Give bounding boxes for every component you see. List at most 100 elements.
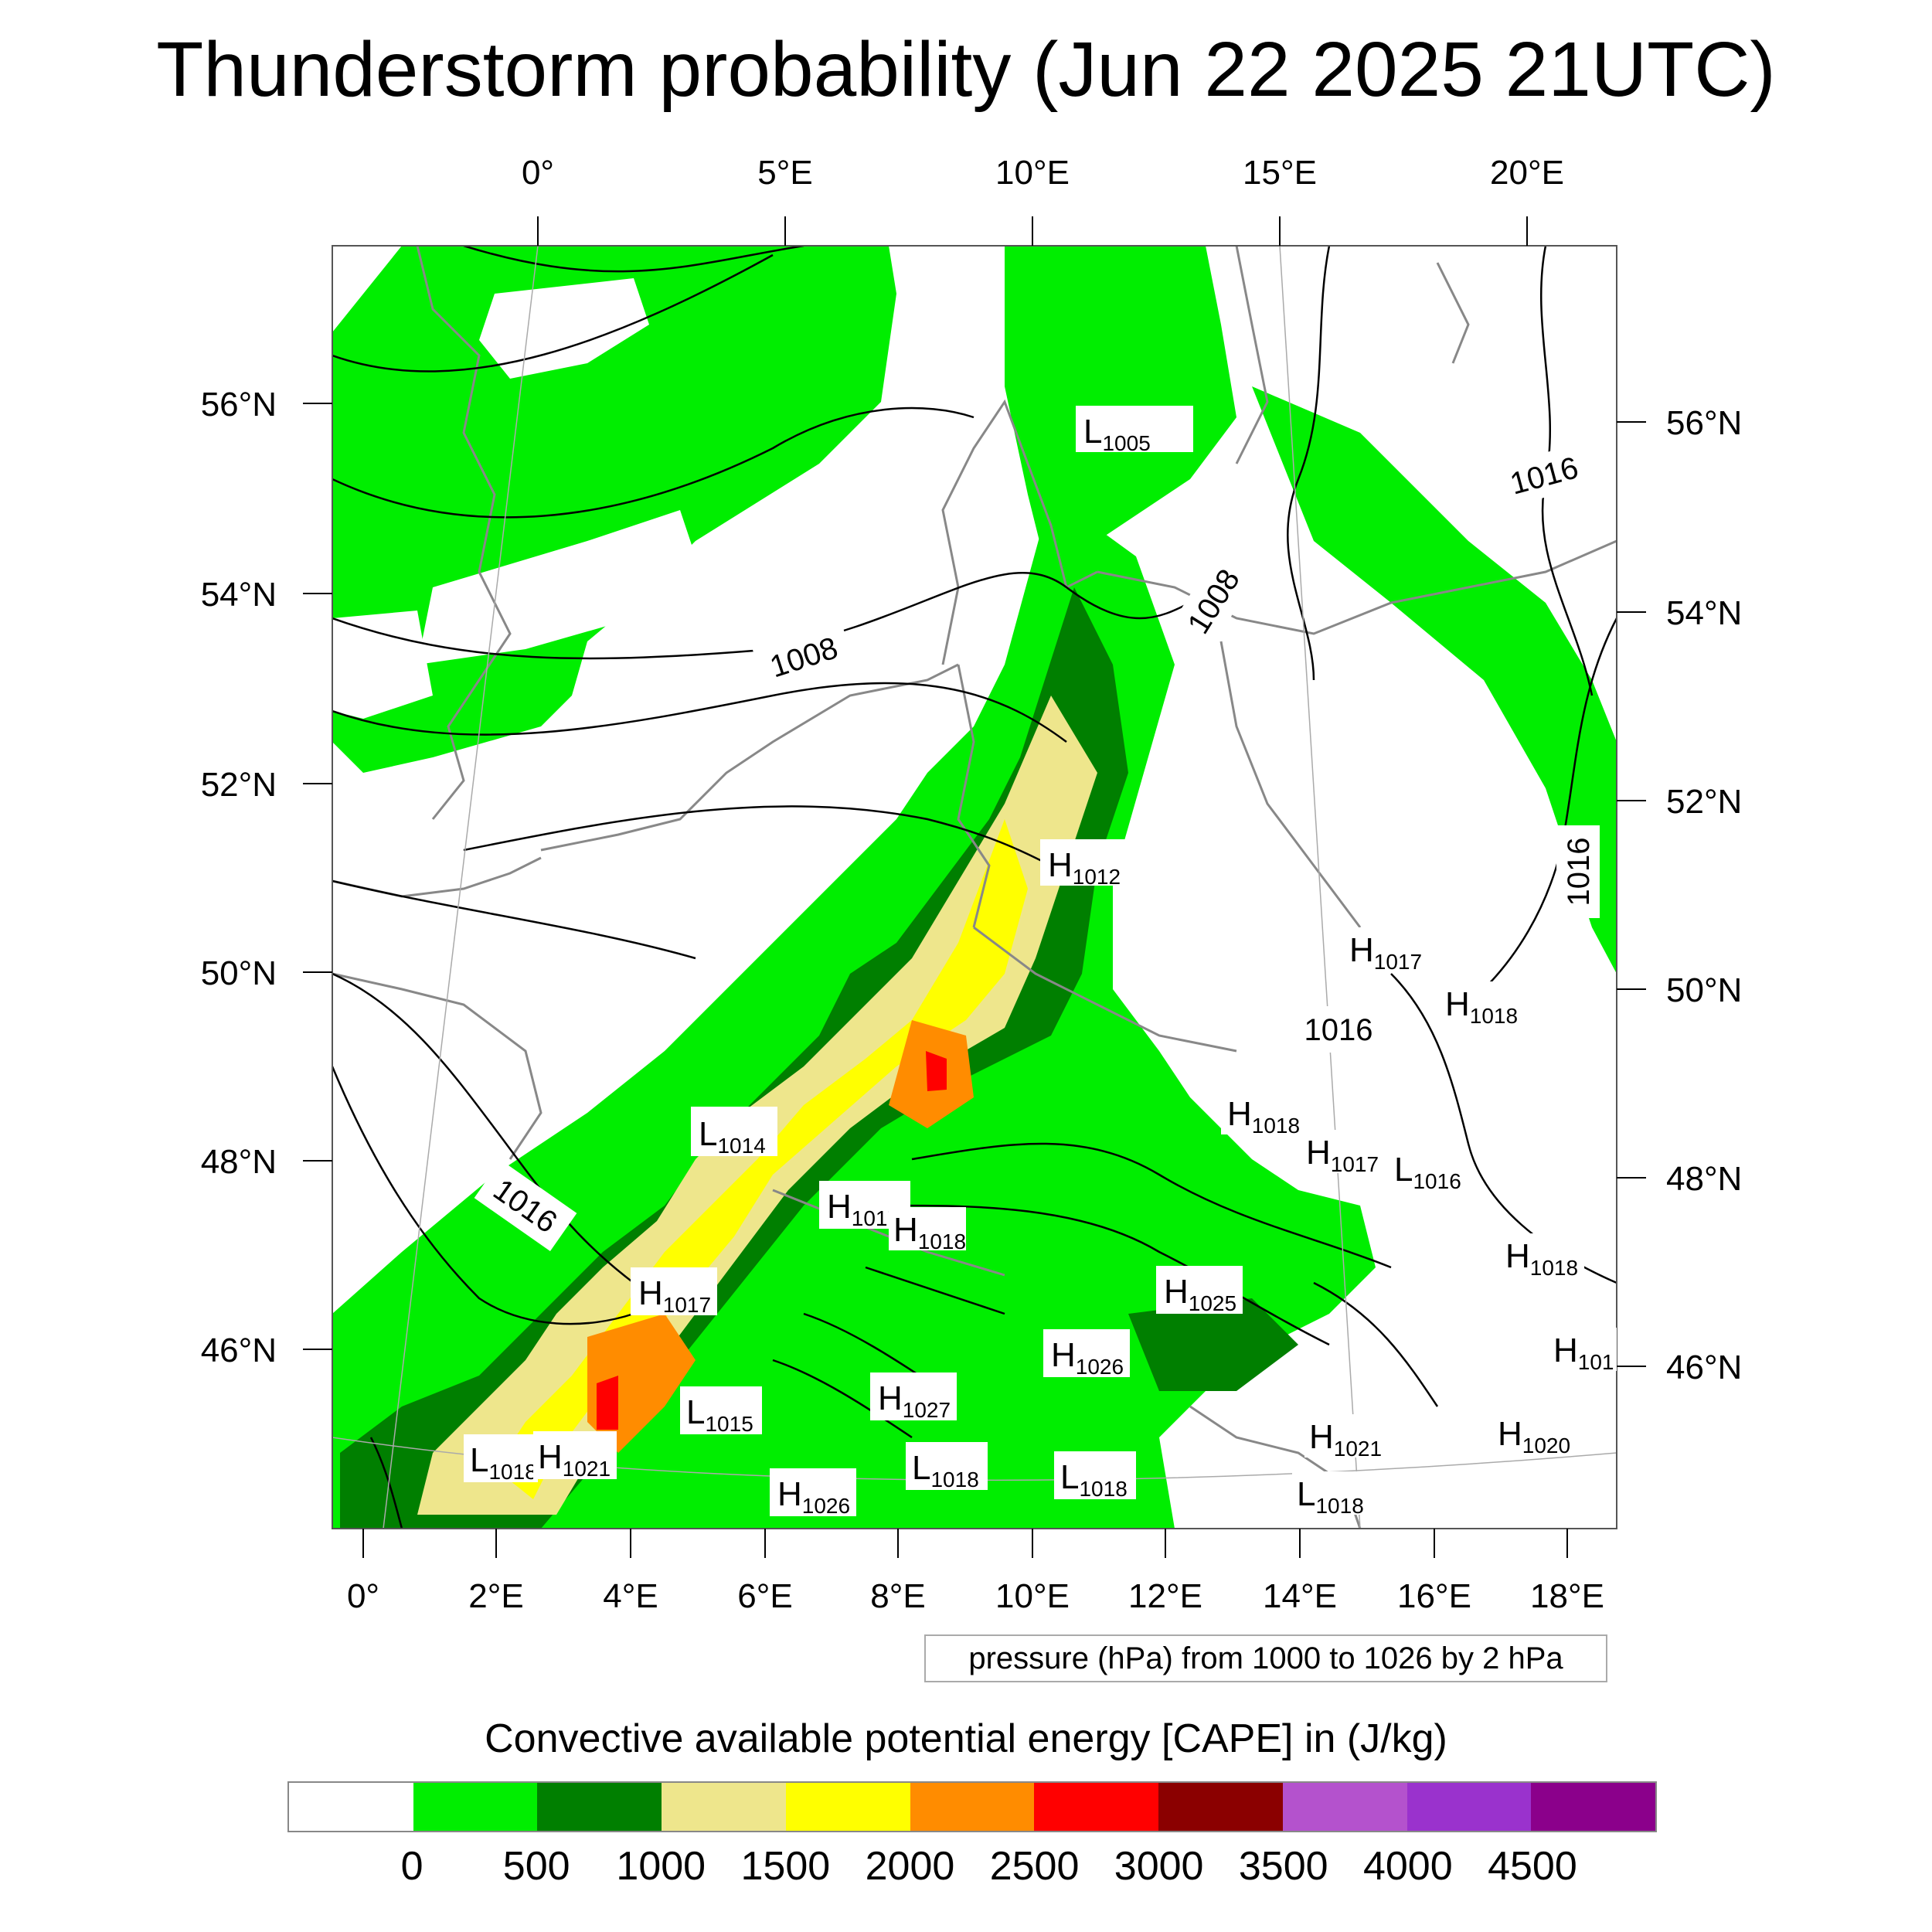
pressure-center-value: 1018 bbox=[918, 1230, 966, 1253]
cape-red-patch bbox=[597, 1376, 618, 1430]
right-axis-label: 54°N bbox=[1666, 594, 1742, 632]
svg-text:H1018: H1018 bbox=[1227, 1095, 1300, 1138]
pressure-center-value: 1017 bbox=[1331, 1152, 1379, 1176]
pressure-center-type: H bbox=[538, 1438, 563, 1476]
pressure-center-type: H bbox=[827, 1188, 852, 1226]
pressure-centers: L1005 H1012 H1017 H1018 H1018 H1017 L101… bbox=[464, 406, 1617, 1518]
pressure-center-value: 1018 bbox=[488, 1460, 536, 1484]
svg-text:L1018: L1018 bbox=[912, 1449, 979, 1492]
right-axis-labels: 56°N 54°N 52°N 50°N 48°N 46°N bbox=[1666, 404, 1742, 1386]
colorbar-tick-label: 4000 bbox=[1362, 1844, 1453, 1889]
pressure-center-type: L bbox=[1060, 1458, 1079, 1496]
svg-text:H1021: H1021 bbox=[1309, 1418, 1382, 1461]
colorbar-tick-label: 4500 bbox=[1488, 1844, 1577, 1889]
svg-text:L1005: L1005 bbox=[1083, 413, 1151, 455]
top-axis-label: 10°E bbox=[995, 154, 1070, 192]
pressure-center-value: 1027 bbox=[903, 1398, 951, 1422]
pressure-center-type: H bbox=[1309, 1418, 1334, 1456]
pressure-center-value: 1018 bbox=[1079, 1477, 1127, 1501]
svg-text:H1017: H1017 bbox=[1349, 931, 1422, 974]
bottom-axis-labels: 0° 2°E 4°E 6°E 8°E 10°E 12°E 14°E 16°E 1… bbox=[347, 1577, 1604, 1615]
pressure-center-value: 1016 bbox=[1413, 1169, 1461, 1193]
pressure-center-value: 1026 bbox=[1076, 1355, 1124, 1379]
top-axis-label: 0° bbox=[522, 154, 554, 192]
svg-text:H1018: H1018 bbox=[893, 1211, 966, 1253]
coastlines bbox=[332, 246, 1617, 1529]
colorbar-title: Convective available potential energy [C… bbox=[485, 1716, 1447, 1761]
cape-white-hole bbox=[479, 278, 649, 379]
pressure-center-value: 1017 bbox=[1374, 950, 1422, 974]
pressure-center-type: H bbox=[1505, 1237, 1530, 1275]
bottom-axis-label: 14°E bbox=[1263, 1577, 1337, 1615]
colorbar-swatch bbox=[413, 1783, 538, 1831]
pressure-center-type: L bbox=[470, 1441, 488, 1479]
colorbar-swatch bbox=[1406, 1783, 1532, 1831]
cape-darkgreen-patch bbox=[1128, 1298, 1298, 1391]
chart-title: Thunderstorm probability (Jun 22 2025 21… bbox=[156, 26, 1776, 113]
svg-text:H1020: H1020 bbox=[1498, 1415, 1570, 1458]
axis-ticks bbox=[303, 216, 1646, 1558]
svg-text:H1018: H1018 bbox=[1505, 1237, 1578, 1280]
colorbar-tick-label: 2000 bbox=[865, 1844, 955, 1889]
colorbar-ticks: 0 500 1000 1500 2000 2500 3000 3500 4000 4500 bbox=[0, 1843, 1932, 1897]
bottom-axis-label: 16°E bbox=[1397, 1577, 1471, 1615]
pressure-center-type: H bbox=[1349, 931, 1374, 969]
right-axis-label: 48°N bbox=[1666, 1160, 1742, 1198]
pressure-center-type: H bbox=[638, 1274, 663, 1312]
svg-text:H1026: H1026 bbox=[777, 1475, 850, 1518]
top-axis-labels: 0° 5°E 10°E 15°E 20°E bbox=[522, 154, 1564, 192]
pressure-center-type: H bbox=[777, 1475, 802, 1513]
pressure-center-type: H bbox=[1164, 1273, 1189, 1311]
pressure-center-value: 1018 bbox=[930, 1468, 978, 1492]
bottom-axis-label: 10°E bbox=[995, 1577, 1070, 1615]
top-axis-label: 15°E bbox=[1243, 154, 1317, 192]
pressure-center-value: 1014 bbox=[717, 1134, 765, 1158]
svg-text:H101: H101 bbox=[1553, 1332, 1614, 1374]
top-axis-label: 5°E bbox=[757, 154, 812, 192]
right-axis-label: 46°N bbox=[1666, 1349, 1742, 1386]
svg-text:L1015: L1015 bbox=[686, 1393, 753, 1436]
left-axis-label: 46°N bbox=[201, 1332, 277, 1369]
colorbar bbox=[287, 1781, 1657, 1832]
pressure-center-type: H bbox=[1227, 1095, 1252, 1133]
bottom-axis-label: 2°E bbox=[468, 1577, 523, 1615]
colorbar-tick-label: 3500 bbox=[1238, 1844, 1328, 1889]
pressure-center-value: 1021 bbox=[563, 1457, 611, 1481]
pressure-center-type: H bbox=[878, 1379, 903, 1417]
colorbar-swatch bbox=[662, 1783, 786, 1831]
colorbar-swatch bbox=[785, 1783, 910, 1831]
cape-khaki-band bbox=[417, 696, 1097, 1515]
pressure-center-type: L bbox=[1394, 1151, 1413, 1189]
left-axis-labels: 56°N 54°N 52°N 50°N 48°N 46°N bbox=[201, 386, 277, 1369]
bottom-axis-label: 18°E bbox=[1530, 1577, 1604, 1615]
svg-text:H1021: H1021 bbox=[538, 1438, 611, 1481]
pressure-center-value: 1026 bbox=[802, 1494, 850, 1518]
map-frame bbox=[332, 245, 1617, 1529]
pressure-center-type: H bbox=[1306, 1134, 1331, 1172]
svg-text:H1018: H1018 bbox=[1445, 985, 1518, 1028]
isobar-label: 1016 bbox=[1304, 1013, 1373, 1047]
svg-text:L1014: L1014 bbox=[699, 1115, 766, 1158]
pressure-center-value: 1021 bbox=[1334, 1437, 1382, 1461]
right-axis-label: 56°N bbox=[1666, 404, 1742, 442]
pressure-center-value: 1018 bbox=[1315, 1494, 1363, 1518]
cape-white-hole bbox=[332, 611, 433, 719]
top-axis-label: 20°E bbox=[1490, 154, 1564, 192]
svg-text:L1016: L1016 bbox=[1394, 1151, 1461, 1193]
cape-red-patch bbox=[926, 1051, 947, 1091]
bottom-axis-label: 8°E bbox=[870, 1577, 925, 1615]
pressure-center-type: L bbox=[699, 1115, 717, 1153]
colorbar-tick-label: 0 bbox=[400, 1844, 423, 1889]
svg-text:H1017: H1017 bbox=[1306, 1134, 1379, 1176]
colorbar-swatch bbox=[1158, 1783, 1283, 1831]
colorbar-swatch bbox=[1034, 1783, 1159, 1831]
colorbar-swatch bbox=[289, 1783, 413, 1831]
bottom-axis-label: 12°E bbox=[1128, 1577, 1202, 1615]
left-axis-label: 50°N bbox=[201, 954, 277, 992]
pressure-center-type: H bbox=[893, 1211, 918, 1249]
svg-text:H1027: H1027 bbox=[878, 1379, 951, 1422]
pressure-center-value: 1018 bbox=[1530, 1256, 1578, 1280]
right-axis-label: 52°N bbox=[1666, 783, 1742, 821]
bottom-axis-label: 4°E bbox=[603, 1577, 658, 1615]
